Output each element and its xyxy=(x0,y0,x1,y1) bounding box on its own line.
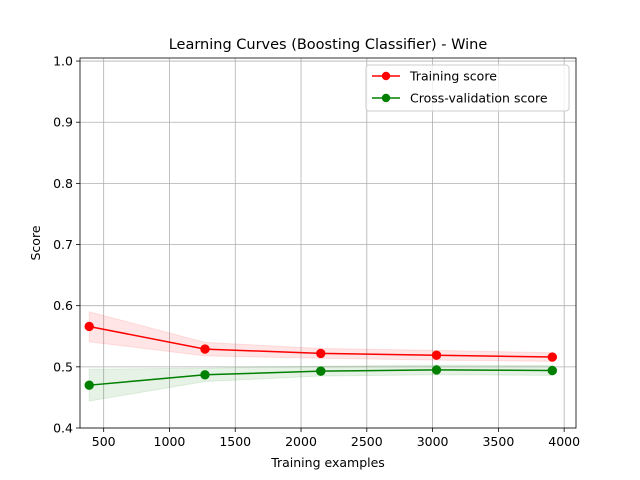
y-tick-label: 0.6 xyxy=(53,298,73,313)
x-tick-label: 1000 xyxy=(154,434,186,449)
x-tick-label: 4000 xyxy=(548,434,580,449)
training-score-point xyxy=(84,321,94,332)
y-tick-label: 0.8 xyxy=(53,176,73,191)
legend-cross-validation-score-marker xyxy=(381,93,391,103)
cross-validation-score-point xyxy=(316,366,326,376)
x-tick-label: 500 xyxy=(92,434,116,449)
plot-frame xyxy=(79,57,577,429)
y-tick-label: 0.4 xyxy=(53,421,73,436)
x-tick-label: 3500 xyxy=(482,434,514,449)
training-score-point xyxy=(200,344,210,354)
x-tick-label: 3000 xyxy=(417,434,449,449)
chart-title: Learning Curves (Boosting Classifier) - … xyxy=(169,37,488,53)
training-score-point xyxy=(431,350,442,360)
y-tick-label: 0.9 xyxy=(53,115,73,130)
y-tick-label: 0.5 xyxy=(53,359,73,374)
x-tick-label: 2000 xyxy=(285,434,317,449)
y-tick-label: 1.0 xyxy=(53,54,73,69)
x-tick-label: 1500 xyxy=(219,434,251,449)
y-axis-ticks: 0.4 0.5 0.6 0.7 0.8 0.9 1.0 xyxy=(53,54,80,436)
legend-box xyxy=(365,64,570,112)
cross-validation-score-point xyxy=(431,365,442,375)
legend-training-score-label: Training score xyxy=(409,69,497,84)
grid xyxy=(80,58,576,429)
training-score-point xyxy=(316,348,326,359)
legend-training-score-marker xyxy=(381,71,391,81)
series-points xyxy=(84,321,558,390)
legend: Training score Cross-validation score xyxy=(365,64,570,112)
training-score-point xyxy=(547,352,558,362)
x-axis-ticks: 500 1000 1500 2000 2500 3000 3500 4000 xyxy=(92,428,580,449)
y-tick-label: 0.7 xyxy=(53,237,73,252)
x-tick-label: 2500 xyxy=(351,434,383,449)
y-axis-label: Score xyxy=(28,225,43,260)
cross-validation-score-point xyxy=(200,370,210,380)
cross-validation-score-point xyxy=(84,380,94,390)
cross-validation-score-point xyxy=(547,365,558,376)
x-axis-label: Training examples xyxy=(270,455,385,470)
legend-cross-validation-score-label: Cross-validation score xyxy=(410,91,548,106)
